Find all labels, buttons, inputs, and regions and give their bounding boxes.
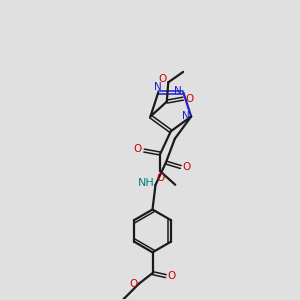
Text: N: N [174,86,182,96]
Text: N: N [154,82,162,92]
Text: O: O [158,74,166,84]
Text: O: O [183,162,191,172]
Text: O: O [186,94,194,104]
Text: O: O [168,271,176,281]
Text: O: O [156,173,164,183]
Text: O: O [129,278,137,289]
Text: NH: NH [138,178,154,188]
Text: N: N [182,112,190,122]
Text: O: O [134,144,142,154]
